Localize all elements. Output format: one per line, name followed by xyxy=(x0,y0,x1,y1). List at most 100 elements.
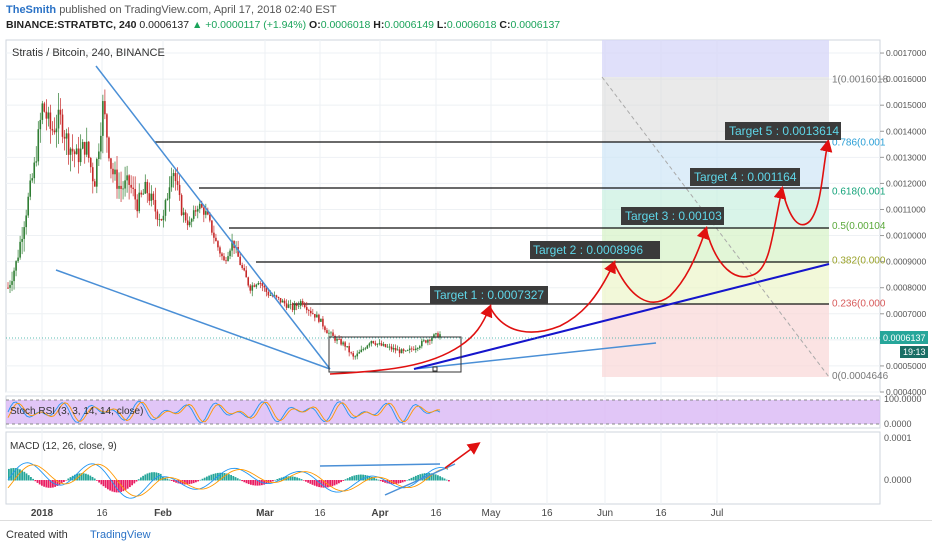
macd-histogram-bar xyxy=(395,480,397,484)
candle xyxy=(96,157,98,194)
candle xyxy=(174,169,177,191)
price-axis[interactable]: 0.0017000 0.0016000 0.0015000 0.0014000 0.00… xyxy=(880,48,926,397)
candle xyxy=(344,341,346,351)
macd-histogram-bar xyxy=(377,479,380,481)
macd-histogram-bar xyxy=(190,480,193,484)
wedge-upper-line[interactable] xyxy=(95,65,331,370)
macd-histogram-bar xyxy=(87,474,89,481)
macd-histogram-bar xyxy=(254,480,257,486)
candle xyxy=(368,342,371,348)
rising-support-line[interactable] xyxy=(413,263,830,370)
macd-histogram-bar xyxy=(140,477,142,481)
time-tick-label: May xyxy=(482,508,501,519)
tradingview-logo-link[interactable]: TradingView xyxy=(90,529,151,541)
candle xyxy=(17,249,19,263)
handle-square[interactable] xyxy=(432,366,438,372)
macd-histogram-bar xyxy=(115,480,118,493)
macd-histogram-bar xyxy=(331,480,334,487)
projected-path-2[interactable] xyxy=(489,260,616,333)
candle xyxy=(67,127,70,165)
candle xyxy=(318,313,320,324)
macd-histogram-bar xyxy=(221,472,224,481)
author-link[interactable]: TheSmith xyxy=(6,4,57,16)
candle xyxy=(245,266,248,278)
macd-histogram-bar xyxy=(179,480,182,484)
candle xyxy=(77,136,80,174)
macd-histogram-bar xyxy=(32,478,34,481)
macd-histogram-bar xyxy=(155,472,158,481)
projected-path-1[interactable] xyxy=(329,304,493,375)
macd-histogram-bar xyxy=(151,472,153,481)
time-axis[interactable]: 2018 16 Feb Mar 16 Apr 16 May 16 Jun 16 Jul xyxy=(31,508,724,519)
macd-histogram-bar xyxy=(14,468,17,481)
candle xyxy=(49,104,52,144)
candle xyxy=(13,267,15,290)
price-tick-label: 0.0009000 xyxy=(886,257,926,267)
consolidation-box[interactable] xyxy=(328,336,462,373)
candle xyxy=(57,92,60,145)
candle xyxy=(370,340,373,347)
candle xyxy=(314,313,316,322)
candle xyxy=(47,106,50,127)
high-value: 0.0006149 xyxy=(384,19,434,31)
macd-histogram-bar xyxy=(173,480,175,482)
macd-histogram-bar xyxy=(85,473,87,481)
macd-histogram-bar xyxy=(208,475,210,481)
target-3-label[interactable]: Target 3 : 0.00103 xyxy=(621,207,724,225)
macd-histogram-bar xyxy=(393,480,395,485)
projected-path-4[interactable] xyxy=(705,185,787,278)
macd-histogram-bar xyxy=(445,479,448,481)
macd-histogram-bar xyxy=(269,480,272,483)
candle xyxy=(31,173,34,183)
candle xyxy=(130,175,132,194)
candle xyxy=(91,162,94,194)
projected-path-5[interactable] xyxy=(781,138,833,226)
macd-histogram-bar xyxy=(135,480,138,482)
countdown-tag: 19:13 xyxy=(900,346,928,358)
wedge-lower-line[interactable] xyxy=(55,269,331,370)
macd-histogram-bar xyxy=(69,477,72,481)
macd-resistance-line[interactable] xyxy=(319,463,441,467)
macd-histogram-bar xyxy=(122,480,125,492)
macd-support-line[interactable] xyxy=(384,463,456,496)
macd-histogram-bar xyxy=(384,480,386,483)
target-4-label[interactable]: Target 4 : 0.001164 xyxy=(690,168,800,186)
macd-histogram-bar xyxy=(129,480,131,488)
macd-line xyxy=(7,462,449,499)
open-value: 0.0006018 xyxy=(320,19,371,31)
candle xyxy=(184,209,187,223)
macd-histogram-bar xyxy=(289,476,292,481)
projected-path-3[interactable] xyxy=(613,225,709,303)
candle xyxy=(354,355,357,360)
candle xyxy=(231,233,233,257)
candle xyxy=(172,169,175,188)
macd-histogram-bar xyxy=(126,480,129,489)
candle xyxy=(326,327,328,334)
candle xyxy=(75,144,78,155)
candle xyxy=(79,134,82,166)
target-1-label[interactable]: Target 1 : 0.0007327 xyxy=(430,286,548,304)
macd-projection-arrow[interactable] xyxy=(444,442,481,469)
target-5-label[interactable]: Target 5 : 0.0013614 xyxy=(725,122,841,140)
macd-histogram-bar xyxy=(104,480,107,488)
candle xyxy=(98,143,100,167)
candle xyxy=(120,171,122,203)
price-tick-label: 0.0013000 xyxy=(886,152,926,162)
candle xyxy=(53,117,56,135)
publish-line: TheSmith published on TradingView.com, A… xyxy=(6,4,337,16)
candle xyxy=(11,271,13,292)
support-extension-line[interactable] xyxy=(413,342,657,370)
candle xyxy=(293,300,296,315)
target-2-label[interactable]: Target 2 : 0.0008996 xyxy=(530,241,660,259)
macd-histogram-bar xyxy=(214,473,217,481)
candle xyxy=(150,185,153,207)
macd-histogram-bar xyxy=(287,476,290,481)
macd-histogram-bar xyxy=(340,480,342,483)
macd-histogram-bar xyxy=(175,480,177,483)
macd-histogram-bar xyxy=(313,480,316,486)
candle xyxy=(124,166,126,197)
macd-histogram-bar xyxy=(144,474,147,481)
macd-histogram-bar xyxy=(283,476,285,481)
chart-canvas[interactable]: 1(0.0016018 0.786(0.001 0.618(0.001 0.5(0.0… xyxy=(0,36,932,520)
macd-histogram-bar xyxy=(34,480,37,482)
